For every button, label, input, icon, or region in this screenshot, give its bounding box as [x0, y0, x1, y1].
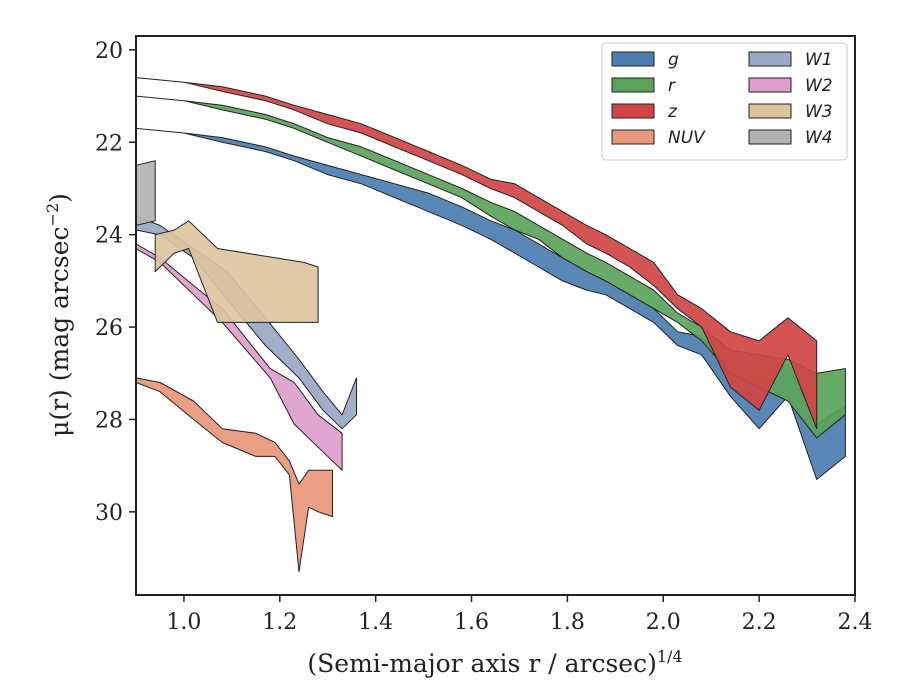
x-tick-label: 2.0 — [646, 610, 681, 635]
legend-swatch — [748, 129, 792, 145]
y-tick-label: 24 — [95, 224, 123, 249]
x-axis: 1.0 1.2 1.4 1.6 1.8 2.0 2.2 2.4 — [166, 595, 873, 635]
legend-swatch — [611, 129, 655, 145]
x-tick-label: 1.6 — [454, 610, 489, 635]
legend-label: NUV — [668, 128, 706, 148]
legend-swatch — [611, 103, 655, 119]
legend-item-r: r — [611, 76, 676, 96]
y-tick-label: 28 — [95, 408, 123, 433]
legend-swatch — [611, 51, 655, 67]
legend-item-w1: W1 — [748, 50, 833, 70]
legend-item-w3: W3 — [748, 102, 833, 122]
series-band-z — [136, 77, 818, 430]
plot-frame — [135, 35, 856, 596]
legend: grz NUV W1 W2 W3 W4 — [601, 42, 848, 161]
y-tick-label: 20 — [95, 39, 123, 64]
legend-label: r — [668, 76, 676, 96]
legend-swatch — [748, 51, 792, 67]
series-band-w4 — [136, 160, 156, 226]
legend-label: z — [667, 102, 678, 122]
legend-item-w2: W2 — [748, 76, 833, 96]
legend-label: W4 — [805, 128, 833, 148]
series-band-nuv — [136, 377, 333, 573]
legend-item-g: g — [611, 50, 679, 70]
x-axis-label: (Semi-major axis r / arcsec)1/4 — [307, 647, 682, 678]
legend-item-nuv: NUV — [611, 128, 706, 148]
x-tick-label: 1.0 — [166, 610, 201, 635]
series-band-w3 — [154, 220, 319, 323]
legend-swatch — [748, 77, 792, 93]
legend-label: W2 — [805, 76, 833, 96]
legend-swatch — [748, 103, 792, 119]
x-tick-label: 1.2 — [262, 610, 297, 635]
series-band-r — [136, 95, 846, 439]
series-layer — [136, 77, 846, 573]
x-tick-label: 2.4 — [838, 610, 873, 635]
y-axis-label: μ(r) (mag arcsec−2) — [43, 193, 74, 437]
x-tick-label: 1.4 — [358, 610, 393, 635]
y-tick-label: 30 — [95, 501, 123, 526]
legend-swatch — [611, 77, 655, 93]
y-tick-label: 22 — [95, 131, 123, 156]
legend-label: W1 — [805, 50, 833, 70]
legend-item-w4: W4 — [748, 128, 833, 148]
x-tick-label: 2.2 — [742, 610, 777, 635]
legend-label: g — [668, 50, 679, 70]
series-band-g — [136, 127, 846, 480]
y-axis: 20 22 24 26 28 30 — [95, 39, 136, 526]
legend-item-z: z — [611, 102, 678, 122]
x-tick-label: 1.8 — [550, 610, 585, 635]
legend-label: W3 — [805, 102, 833, 122]
y-tick-label: 26 — [95, 316, 123, 341]
